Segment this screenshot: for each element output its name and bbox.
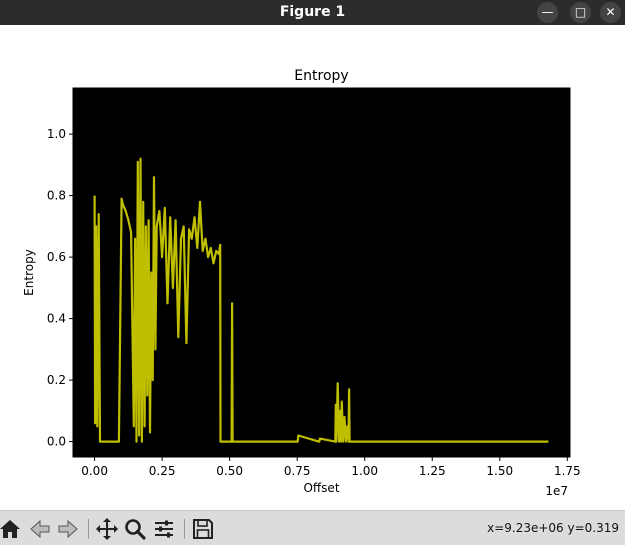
minimize-button[interactable]: —	[537, 2, 558, 23]
close-icon: ✕	[605, 5, 616, 19]
window-titlebar: Figure 1 — □ ✕	[0, 0, 625, 25]
x-tick-label: 0.25	[149, 464, 176, 478]
y-tick-label: 0.0	[47, 435, 66, 449]
x-tick-label: 0.00	[81, 464, 108, 478]
entropy-chart[interactable]: 0.00 0.25 0.50 0.75 1.00 1.25 1.50 1.75 0.0 0.2 0.…	[0, 25, 625, 510]
y-tick-label: 0.8	[47, 189, 66, 203]
maximize-icon: □	[574, 5, 587, 19]
navigation-toolbar: x=9.23e+06 y=0.319	[0, 510, 625, 545]
x-tick-label: 1.00	[351, 464, 378, 478]
home-button[interactable]	[0, 517, 22, 541]
chart-title: Entropy	[294, 68, 348, 84]
close-button[interactable]: ✕	[600, 2, 621, 23]
window-title: Figure 1	[279, 4, 346, 20]
y-tick-label: 1.0	[47, 127, 66, 141]
y-axis-label: Entropy	[22, 249, 36, 296]
x-tick-label: 1.25	[419, 464, 446, 478]
home-icon	[0, 520, 20, 538]
back-button[interactable]	[28, 517, 52, 541]
back-icon	[30, 519, 50, 539]
x-tick-label: 0.50	[216, 464, 243, 478]
forward-icon	[58, 519, 78, 539]
x-tick-label: 1.50	[486, 464, 513, 478]
toolbar-separator	[184, 519, 185, 539]
configure-subplots-button[interactable]	[152, 517, 176, 541]
maximize-button[interactable]: □	[570, 2, 591, 23]
save-button[interactable]	[191, 517, 215, 541]
series-line-0	[93, 157, 549, 443]
x-tick-label: 0.75	[284, 464, 311, 478]
x-offset-text: 1e7	[545, 484, 568, 498]
zoom-button[interactable]	[123, 517, 147, 541]
zoom-icon	[125, 519, 146, 540]
minimize-icon: —	[541, 5, 554, 19]
pan-icon	[96, 518, 118, 540]
configure-subplots-icon	[155, 520, 173, 538]
cursor-coordinates: x=9.23e+06 y=0.319	[487, 521, 619, 535]
x-axis-label: Offset	[303, 481, 339, 495]
pan-button[interactable]	[95, 517, 119, 541]
y-tick-label: 0.4	[47, 312, 66, 326]
figure-canvas[interactable]: 0.00 0.25 0.50 0.75 1.00 1.25 1.50 1.75 0.0 0.2 0.…	[0, 25, 625, 510]
y-tick-label: 0.6	[47, 250, 66, 264]
save-icon	[193, 519, 213, 539]
toolbar-separator	[88, 519, 89, 539]
forward-button[interactable]	[56, 517, 80, 541]
y-tick-label: 0.2	[47, 373, 66, 387]
axes-frame	[72, 87, 571, 458]
x-tick-label: 1.75	[554, 464, 581, 478]
